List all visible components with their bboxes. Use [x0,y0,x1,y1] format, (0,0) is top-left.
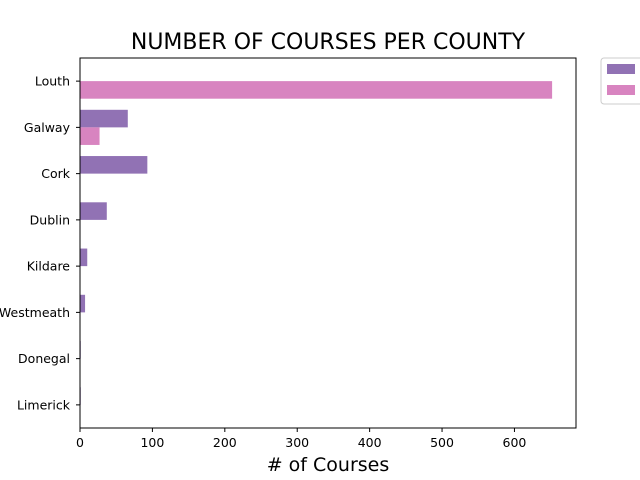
legend-swatch-series-2 [607,85,635,95]
y-tick-label: Galway [24,120,71,135]
x-tick-label: 600 [503,435,527,450]
y-tick-label: Limerick [17,397,71,412]
bar-galway-series-1 [80,109,128,128]
x-tick-label: 300 [285,435,309,450]
x-tick-label: 400 [358,435,382,450]
bar-cork-series-1 [80,156,148,174]
legend-swatch-series-1 [607,64,635,74]
y-tick-label: Dublin [30,212,70,227]
y-tick-label: Westmeath [0,305,70,320]
bar-kildare-series-1 [80,248,88,267]
legend [600,57,640,105]
x-tick-label: 200 [213,435,237,450]
y-tick-label: Cork [41,166,71,181]
y-tick-label: Kildare [27,259,71,274]
bar-louth-series-2 [80,81,553,99]
plot-frame [79,57,577,429]
y-tick-label: Donegal [18,351,70,366]
plot-area: Louth Galway Cork Dublin Kildare Westmeath Don… [0,74,553,450]
bar-galway-series-2 [80,127,100,145]
x-tick-label: 0 [76,435,84,450]
chart-title: NUMBER OF COURSES PER COUNTY [131,30,526,55]
y-tick-label: Louth [35,74,70,89]
bar-westmeath-series-1 [80,294,86,313]
bar-dublin-series-1 [80,202,107,220]
x-axis-title: # of Courses [267,454,390,476]
x-tick-label: 500 [430,435,454,450]
x-tick-label: 100 [140,435,164,450]
